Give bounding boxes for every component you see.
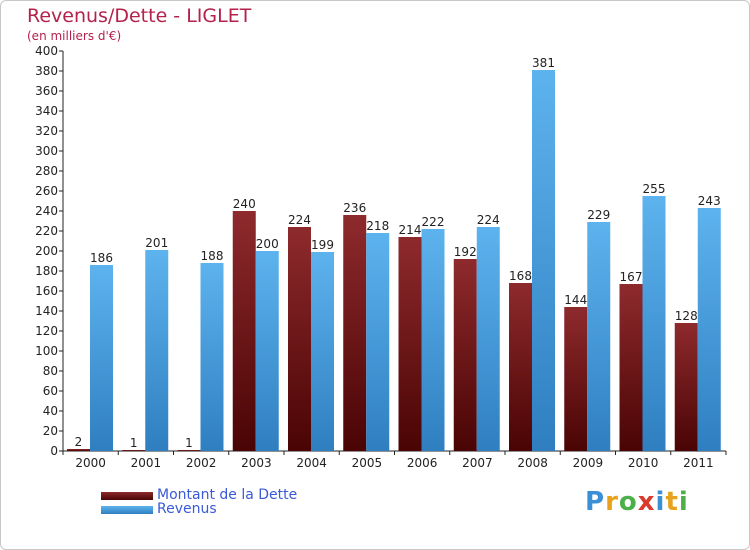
- bar-dette: [343, 215, 367, 451]
- logo-letter: o: [618, 487, 638, 517]
- data-label-revenus: 200: [256, 237, 279, 251]
- data-label-dette: 168: [509, 269, 532, 283]
- data-label-dette: 224: [288, 213, 311, 227]
- bar-dette: [67, 449, 90, 451]
- x-tick-label: 2008: [517, 456, 548, 470]
- bar-dette: [288, 227, 311, 451]
- x-tick-label: 2001: [131, 456, 162, 470]
- data-label-revenus: 255: [643, 182, 666, 196]
- logo-letter: i: [678, 487, 689, 517]
- bar-dette: [509, 283, 532, 451]
- legend-swatch-revenus: [101, 506, 153, 514]
- data-label-dette: 214: [399, 223, 422, 237]
- data-label-revenus: 186: [90, 251, 113, 265]
- y-tick-label: 20: [43, 424, 58, 438]
- bar-revenus: [145, 250, 169, 451]
- data-label-revenus: 243: [698, 194, 721, 208]
- x-tick-label: 2007: [462, 456, 493, 470]
- bar-revenus: [366, 233, 390, 451]
- chart-title: Revenus/Dette - LIGLET: [27, 5, 252, 27]
- bar-dette: [453, 259, 477, 451]
- bar-dette: [564, 307, 588, 451]
- bar-revenus: [697, 208, 721, 451]
- y-tick-label: 340: [35, 104, 58, 118]
- y-tick-label: 280: [35, 164, 58, 178]
- data-label-dette: 240: [233, 197, 256, 211]
- bar-revenus: [642, 196, 666, 451]
- bar-revenus: [90, 265, 113, 451]
- y-tick-label: 80: [43, 364, 58, 378]
- data-label-revenus: 188: [201, 249, 224, 263]
- legend-label-dette: Montant de la Dette: [157, 487, 298, 503]
- bar-dette: [122, 450, 146, 451]
- bar-revenus: [532, 70, 555, 451]
- y-tick-label: 100: [35, 344, 58, 358]
- bar-revenus: [311, 252, 334, 451]
- x-tick-label: 2009: [573, 456, 604, 470]
- logo-letter: i: [655, 487, 666, 517]
- bar-dette: [177, 450, 201, 451]
- y-tick-label: 40: [43, 404, 58, 418]
- y-tick-label: 220: [35, 224, 58, 238]
- data-label-revenus: 218: [366, 219, 389, 233]
- y-tick-label: 60: [43, 384, 58, 398]
- y-tick-label: 180: [35, 264, 58, 278]
- data-label-dette: 144: [564, 293, 587, 307]
- data-label-revenus: 229: [587, 208, 610, 222]
- data-label-revenus: 222: [422, 215, 445, 229]
- y-tick-label: 260: [35, 184, 58, 198]
- y-tick-label: 120: [35, 324, 58, 338]
- y-tick-label: 400: [35, 44, 58, 58]
- bar-revenus: [421, 229, 445, 451]
- logo-letter: x: [637, 487, 656, 517]
- bar-revenus: [200, 263, 224, 451]
- data-label-dette: 1: [185, 436, 193, 450]
- x-tick-label: 2010: [628, 456, 659, 470]
- data-label-dette: 128: [675, 309, 698, 323]
- bar-dette: [398, 237, 422, 451]
- x-tick-label: 2000: [75, 456, 106, 470]
- legend-label-revenus: Revenus: [157, 501, 217, 517]
- bar-revenus: [476, 227, 500, 451]
- y-tick-label: 380: [35, 64, 58, 78]
- data-label-dette: 2: [75, 435, 83, 449]
- chart-subtitle: (en milliers d'€): [27, 29, 122, 43]
- data-label-revenus: 199: [311, 238, 334, 252]
- y-tick-label: 0: [50, 444, 58, 458]
- bar-dette: [674, 323, 698, 451]
- y-tick-label: 240: [35, 204, 58, 218]
- legend-swatch-dette: [101, 492, 153, 500]
- x-tick-label: 2005: [352, 456, 383, 470]
- y-tick-label: 200: [35, 244, 58, 258]
- x-tick-label: 2004: [296, 456, 327, 470]
- data-label-dette: 236: [343, 201, 366, 215]
- proxiti-logo: Proxiti: [585, 487, 689, 517]
- y-tick-label: 300: [35, 144, 58, 158]
- data-label-revenus: 381: [532, 56, 555, 70]
- bar-revenus: [255, 251, 279, 451]
- x-tick-label: 2003: [241, 456, 272, 470]
- x-tick-label: 2011: [683, 456, 714, 470]
- logo-letter: t: [665, 487, 679, 517]
- x-tick-label: 2006: [407, 456, 438, 470]
- x-tick-label: 2002: [186, 456, 217, 470]
- y-tick-label: 140: [35, 304, 58, 318]
- data-label-dette: 167: [620, 270, 643, 284]
- logo-letter: r: [605, 487, 619, 517]
- bar-dette: [232, 211, 256, 451]
- data-label-dette: 192: [454, 245, 477, 259]
- y-tick-label: 360: [35, 84, 58, 98]
- data-label-dette: 1: [130, 436, 138, 450]
- logo-letter: P: [585, 487, 606, 517]
- data-label-revenus: 224: [477, 213, 500, 227]
- y-tick-label: 320: [35, 124, 58, 138]
- y-tick-label: 160: [35, 284, 58, 298]
- bar-revenus: [587, 222, 611, 451]
- bar-dette: [619, 284, 643, 451]
- data-label-revenus: 201: [145, 236, 168, 250]
